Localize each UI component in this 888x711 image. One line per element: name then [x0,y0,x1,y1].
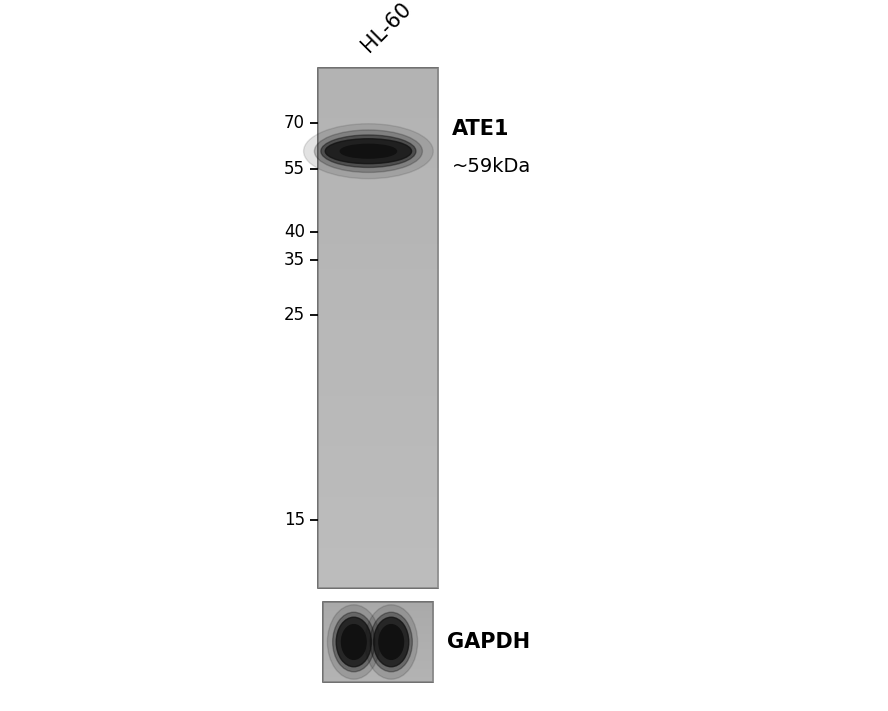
Text: 25: 25 [284,306,305,324]
Ellipse shape [304,124,433,178]
Ellipse shape [321,135,416,167]
Text: ~59kDa: ~59kDa [452,157,531,176]
Ellipse shape [379,625,403,659]
Ellipse shape [328,605,380,679]
Text: 15: 15 [284,511,305,530]
Bar [323,602,433,682]
Ellipse shape [370,612,412,672]
Ellipse shape [325,139,412,164]
Text: HL-60: HL-60 [358,0,415,56]
Text: 55: 55 [284,161,305,178]
Text: 35: 35 [284,252,305,269]
Text: 70: 70 [284,114,305,132]
Text: GAPDH: GAPDH [447,632,530,652]
Ellipse shape [337,617,371,667]
Text: 40: 40 [284,223,305,241]
Ellipse shape [314,130,423,172]
Ellipse shape [365,605,417,679]
Ellipse shape [333,612,375,672]
Ellipse shape [342,625,366,659]
Bar [318,68,438,588]
Text: ATE1: ATE1 [452,119,510,139]
Ellipse shape [340,144,396,158]
Ellipse shape [374,617,408,667]
